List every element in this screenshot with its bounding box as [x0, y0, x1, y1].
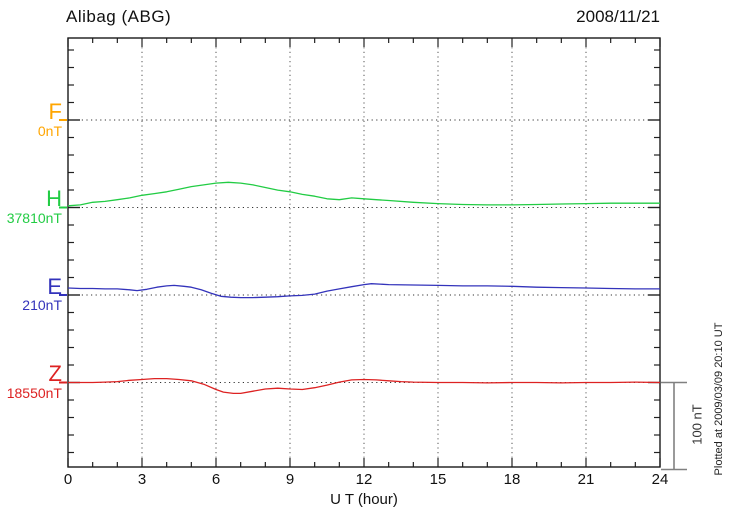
component-label-h: H — [46, 186, 62, 211]
x-tick-21: 21 — [577, 471, 595, 488]
x-tick-24: 24 — [651, 471, 669, 488]
x-tick-18: 18 — [503, 471, 521, 488]
x-tick-6: 6 — [211, 471, 221, 488]
x-tick-0: 0 — [63, 471, 73, 488]
component-basevalue-f: 0nT — [37, 123, 62, 139]
component-label-z: Z — [48, 361, 62, 386]
component-label-e: E — [47, 274, 62, 299]
x-tick-15: 15 — [429, 471, 447, 488]
station-title: Alibag (ABG) — [66, 7, 172, 26]
x-tick-9: 9 — [285, 471, 295, 488]
x-tick-3: 3 — [137, 471, 147, 488]
plot-date: 2008/11/21 — [576, 7, 660, 26]
component-basevalue-h: 37810nT — [6, 210, 62, 226]
component-basevalue-e: 210nT — [22, 297, 62, 313]
scale-bar-label: 100 nT — [689, 404, 705, 445]
x-tick-12: 12 — [355, 471, 373, 488]
plotted-at-note: Plotted at 2009/03/09 20:10 UT — [713, 322, 725, 476]
component-label-f: F — [48, 99, 62, 124]
component-basevalue-z: 18550nT — [6, 385, 62, 401]
x-axis-label: U T (hour) — [330, 491, 398, 508]
